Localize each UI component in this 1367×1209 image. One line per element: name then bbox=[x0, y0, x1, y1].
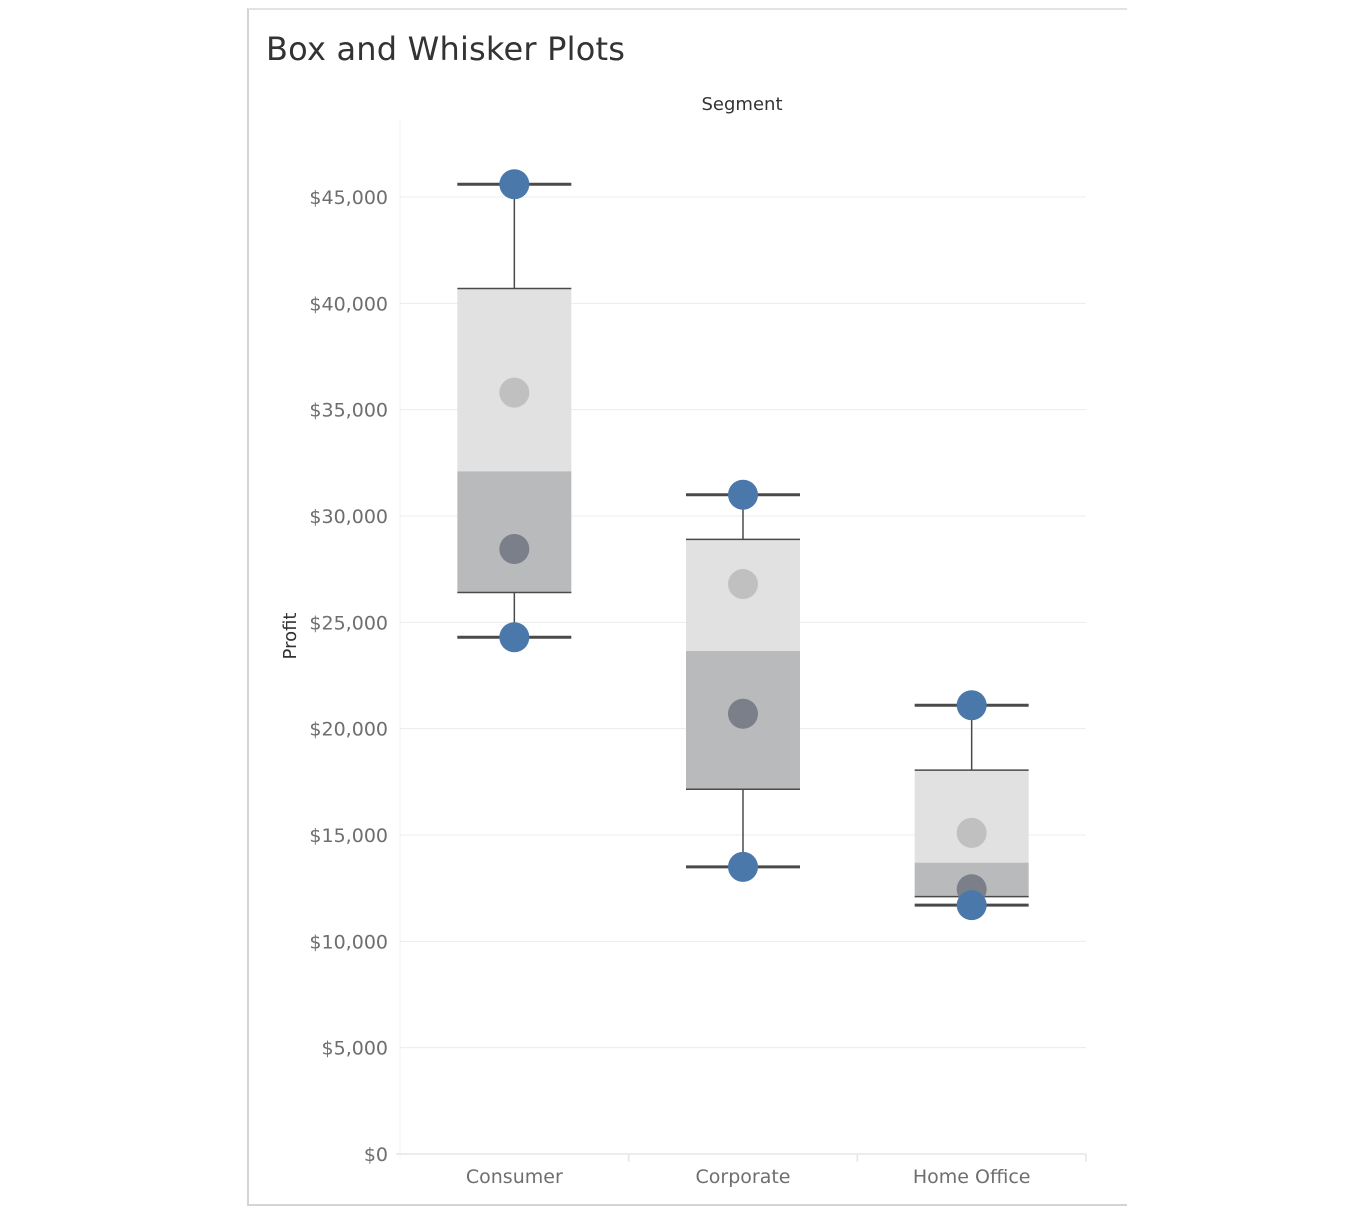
y-tick-label: $20,000 bbox=[309, 719, 388, 741]
box-group bbox=[457, 169, 572, 653]
x-tick-label: Home Office bbox=[913, 1166, 1031, 1188]
y-tick-label: $25,000 bbox=[309, 612, 388, 634]
data-point bbox=[728, 851, 758, 882]
data-point bbox=[728, 698, 758, 729]
y-tick-label: $15,000 bbox=[309, 825, 388, 847]
y-axis: $0 $5,000 $10,000 $15,000 $20,000 $25,000 $30,… bbox=[309, 187, 388, 1166]
y-tick-label: $40,000 bbox=[309, 293, 388, 315]
box-upper bbox=[914, 770, 1029, 863]
x-tick-label: Corporate bbox=[696, 1166, 791, 1188]
data-point bbox=[728, 479, 758, 510]
x-axis: Consumer Corporate Home Office bbox=[396, 1153, 1087, 1188]
y-tick-label: $10,000 bbox=[309, 931, 388, 953]
page-title: Box and Whisker Plots bbox=[266, 30, 626, 68]
box-plots bbox=[457, 169, 1029, 921]
column-header: Segment bbox=[702, 94, 783, 115]
y-tick-label: $45,000 bbox=[309, 187, 388, 209]
box-lower bbox=[457, 471, 572, 593]
data-point bbox=[956, 817, 987, 848]
data-point bbox=[956, 890, 987, 921]
data-point bbox=[499, 169, 530, 200]
data-point bbox=[499, 622, 530, 653]
data-point bbox=[956, 690, 987, 721]
data-point bbox=[499, 533, 530, 564]
y-tick-label: $35,000 bbox=[309, 400, 388, 422]
y-tick-label: $5,000 bbox=[322, 1038, 388, 1060]
data-point bbox=[728, 569, 758, 600]
y-tick-label: $0 bbox=[364, 1144, 388, 1166]
box-group bbox=[914, 690, 1029, 921]
box-group bbox=[686, 479, 800, 882]
data-point bbox=[499, 377, 530, 408]
y-tick-label: $30,000 bbox=[309, 506, 388, 528]
x-tick-label: Consumer bbox=[466, 1166, 563, 1188]
y-axis-title: Profit bbox=[280, 613, 301, 660]
